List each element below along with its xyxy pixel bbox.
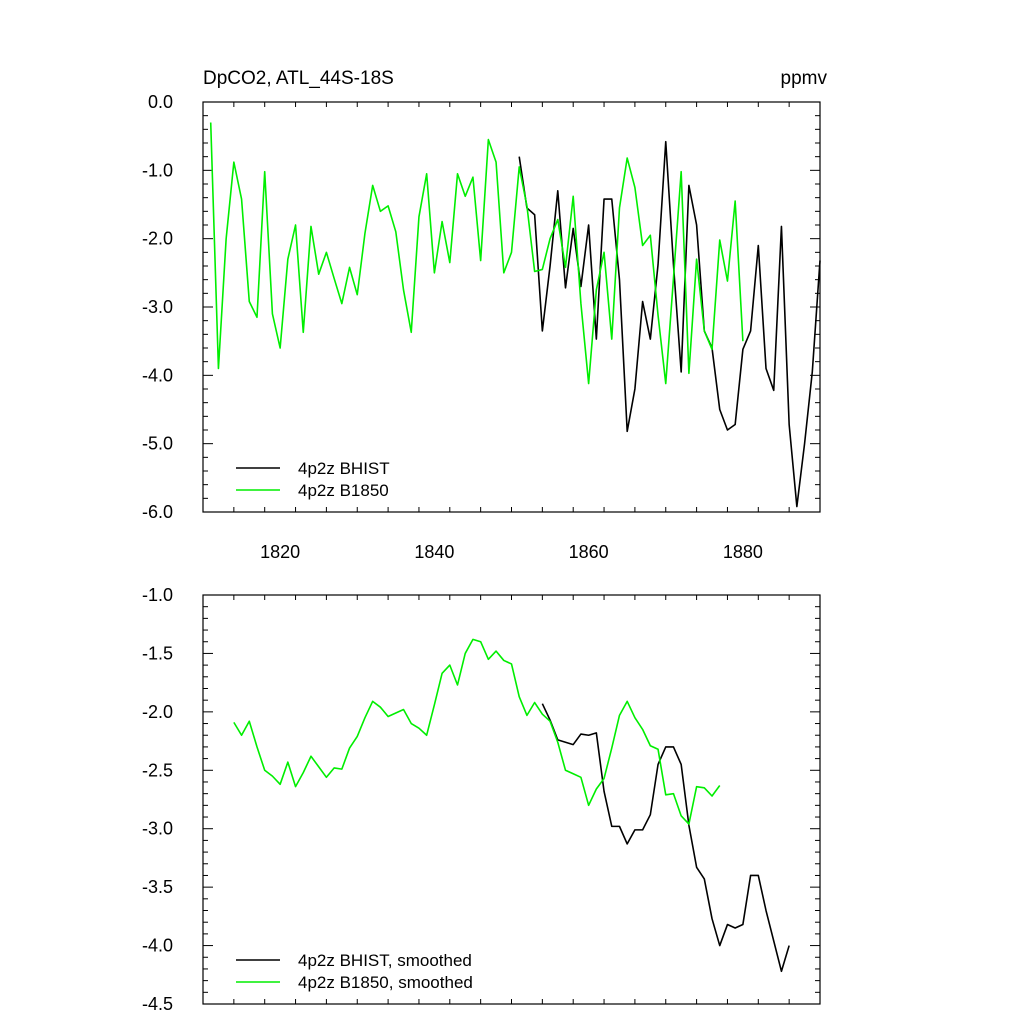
plot-frame [202, 594, 821, 1005]
series-line-b1850 [233, 638, 721, 825]
y-tick-label: -3.5 [142, 877, 173, 897]
top-panel: 0.0 -1.0 -2.0 -3.0 -4.0 -5.0 -6.0 1820 1840 1860 1… [142, 92, 821, 562]
y-tick-label: -2.5 [142, 760, 173, 780]
y-tick-label: -4.0 [142, 936, 173, 956]
legend-label-bhist: 4p2z BHIST [298, 459, 390, 478]
legend-label-b1850: 4p2z B1850 [298, 481, 389, 500]
series-line-bhist [541, 703, 790, 973]
y-tick-label: -4.0 [142, 365, 173, 385]
y-tick-label: -5.0 [142, 434, 173, 454]
series-line-bhist [518, 140, 821, 508]
bottom-panel: -1.0 -1.5 -2.0 -2.5 -3.0 -3.5 -4.0 -4.5 4p2z BHI… [142, 585, 821, 1014]
y-tick-label: -2.0 [142, 229, 173, 249]
legend-label-b1850: 4p2z B1850, smoothed [298, 973, 473, 992]
y-tick-label: -1.0 [142, 160, 173, 180]
y-tick-label: -3.0 [142, 297, 173, 317]
legend-label-bhist: 4p2z BHIST, smoothed [298, 951, 472, 970]
x-tick-label: 1880 [723, 542, 763, 562]
x-tick-label: 1820 [260, 542, 300, 562]
plot-frame [202, 101, 821, 513]
y-tick-label: -3.0 [142, 819, 173, 839]
y-tick-label: -6.0 [142, 502, 173, 522]
x-tick-label: 1840 [414, 542, 454, 562]
chart-title: DpCO2, ATL_44S-18S [203, 68, 394, 89]
y-tick-label: -1.0 [142, 585, 173, 605]
x-tick-label: 1860 [569, 542, 609, 562]
series-line-b1850 [209, 122, 744, 385]
y-tick-label: -2.0 [142, 702, 173, 722]
units-label: ppmv [781, 68, 828, 89]
y-tick-label: -1.5 [142, 643, 173, 663]
y-tick-label: -4.5 [142, 994, 173, 1014]
y-tick-label: 0.0 [148, 92, 173, 112]
